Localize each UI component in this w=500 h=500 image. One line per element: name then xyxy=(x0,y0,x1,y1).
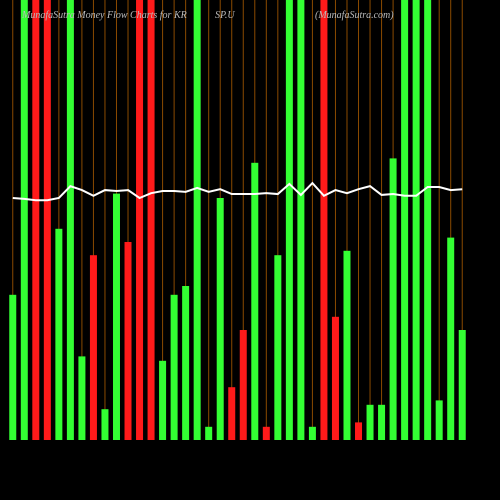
bar xyxy=(9,294,17,440)
bar xyxy=(378,404,386,440)
bar xyxy=(458,330,466,440)
bar xyxy=(78,356,86,440)
bar xyxy=(297,0,305,440)
bar xyxy=(66,0,74,440)
bar xyxy=(343,250,351,440)
bar xyxy=(239,330,247,440)
plot xyxy=(9,0,466,441)
bar xyxy=(193,0,201,440)
bar xyxy=(447,237,455,440)
bar xyxy=(124,242,132,440)
chart-title: MunafaSutra Money Flow Charts for KR xyxy=(21,10,187,21)
bar xyxy=(20,0,28,440)
bar xyxy=(136,0,144,440)
bar xyxy=(147,0,155,440)
source: (MunafaSutra.com) xyxy=(315,10,394,21)
bar xyxy=(285,0,293,440)
bar xyxy=(182,286,190,440)
bar xyxy=(435,400,443,440)
bar xyxy=(424,0,432,440)
bar xyxy=(228,387,236,440)
symbol: SP.U xyxy=(215,10,235,21)
bar xyxy=(101,409,109,440)
bar xyxy=(320,0,328,440)
bar xyxy=(331,316,339,440)
bar xyxy=(89,255,97,440)
bar xyxy=(251,162,259,441)
bar xyxy=(308,426,316,440)
bar xyxy=(216,198,224,440)
bar xyxy=(274,255,282,440)
bar xyxy=(389,158,397,440)
price-line xyxy=(12,181,463,202)
bar xyxy=(43,0,51,440)
bar xyxy=(32,0,40,440)
bar xyxy=(55,228,63,440)
bar xyxy=(159,360,167,440)
bar xyxy=(170,294,178,440)
bar xyxy=(205,426,213,440)
bar xyxy=(401,0,409,440)
bar xyxy=(112,193,120,440)
bar xyxy=(355,422,363,440)
bar xyxy=(412,0,420,440)
bar xyxy=(366,404,374,440)
bar xyxy=(262,426,270,440)
